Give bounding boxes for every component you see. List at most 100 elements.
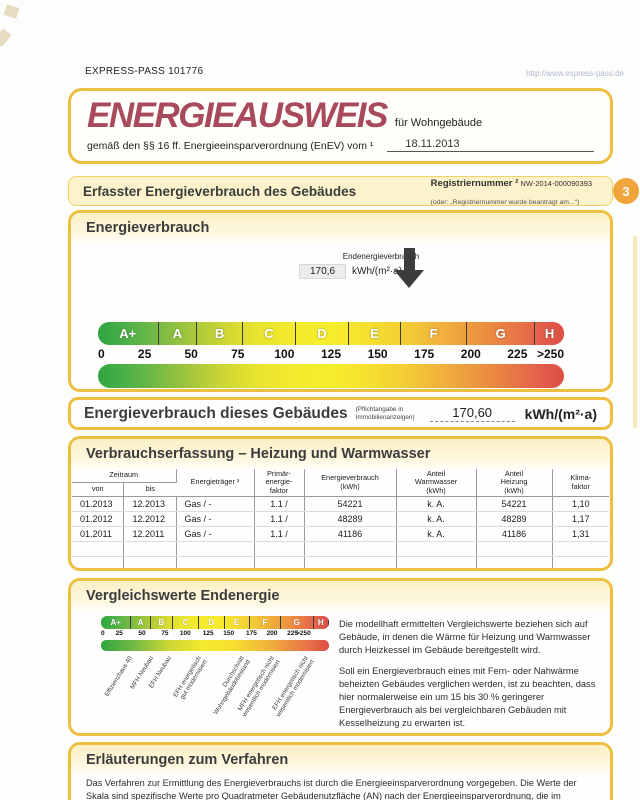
building-value-label: Energieverbrauch dieses Gebäudes bbox=[84, 404, 348, 422]
explanation-box-title: Erläuterungen zum Verfahren bbox=[71, 745, 610, 774]
efficiency-band-bar: A+ A B C D E F G H bbox=[98, 322, 564, 345]
col-header-bis: bis bbox=[123, 482, 176, 498]
registration-block: Registriernummer ² NW-2014-000090393 (od… bbox=[431, 173, 598, 210]
tick-250: >250 bbox=[536, 347, 564, 361]
tick-25: 25 bbox=[137, 347, 152, 361]
mini-band-h: H bbox=[314, 616, 329, 629]
end-energy-label: Endenergieverbrauch bbox=[342, 252, 420, 261]
band-c: C bbox=[243, 322, 296, 345]
mini-band-d: D bbox=[199, 616, 225, 629]
col-header-primaerfaktor: Primär- energie- faktor bbox=[254, 469, 305, 498]
mini-tick: 150 bbox=[223, 630, 235, 637]
tick-175: 175 bbox=[414, 347, 435, 361]
band-e: E bbox=[349, 322, 402, 345]
consumption-table: Zeitraum Energieträger ³ Primär- energie… bbox=[71, 469, 609, 568]
mini-band-a-plus: A+ bbox=[101, 616, 132, 629]
comparison-paragraph-2: Soll ein Energieverbrauch eines mit Fern… bbox=[339, 666, 596, 728]
col-header-energieverbrauch: Energieverbrauch (kWh) bbox=[304, 469, 397, 498]
band-f: F bbox=[401, 322, 468, 345]
end-energy-number: 170,6 bbox=[299, 264, 347, 279]
band-a-plus: A+ bbox=[98, 322, 159, 345]
primary-energy-marker-arrow bbox=[422, 389, 452, 392]
band-a: A bbox=[159, 322, 198, 345]
col-header-zeitraum: Zeitraum bbox=[71, 469, 177, 483]
regulation-reference: gemäß den §§ 16 ff. Energieeinsparverord… bbox=[87, 140, 374, 152]
document-id: EXPRESS-PASS 101776 bbox=[85, 66, 204, 77]
end-energy-unit: kWh/(m²·a) bbox=[352, 266, 403, 277]
comparison-tick-row: 0 25 50 75 100 125 150 175 200 225 >250 bbox=[101, 630, 329, 639]
comparison-gradient-bar bbox=[101, 640, 329, 651]
table-empty-row bbox=[71, 541, 609, 558]
explanation-text: Das Verfahren zur Ermittlung des Energie… bbox=[86, 778, 577, 800]
mini-band-c: C bbox=[173, 616, 199, 629]
band-g: G bbox=[467, 322, 536, 345]
col-header-warmwasser: Anteil Warmwasser (kWh) bbox=[396, 469, 477, 498]
col-header-energietraeger: Energieträger ³ bbox=[176, 469, 255, 498]
end-energy-value: 170,6 kWh/(m²·a) bbox=[299, 264, 402, 279]
page-number-badge: 3 bbox=[613, 178, 639, 204]
tick-50: 50 bbox=[184, 347, 198, 361]
comparison-reference-labels: Effizienzhaus 40 MFH Neubau EFH Neubau E… bbox=[101, 651, 329, 729]
band-b: B bbox=[197, 322, 243, 345]
mini-band-e: E bbox=[225, 616, 250, 629]
gradient-bar bbox=[98, 364, 564, 388]
table-empty-row bbox=[71, 556, 609, 568]
tick-200: 200 bbox=[460, 347, 481, 361]
comparison-explanation: Die modellhaft ermittelten Vergleichswer… bbox=[339, 618, 597, 733]
mini-tick: 225 bbox=[287, 630, 298, 637]
building-value-unit: kWh/(m²·a) bbox=[524, 405, 597, 422]
mini-tick: 100 bbox=[179, 630, 191, 637]
mandatory-note: (Pflichtangabe in Immobilienanzeigen) bbox=[355, 405, 415, 421]
band-h: H bbox=[544, 326, 555, 341]
mini-band-b: B bbox=[151, 616, 174, 629]
col-header-heizung: Anteil Heizung (kWh) bbox=[476, 469, 553, 498]
mini-tick: 25 bbox=[115, 630, 123, 637]
scan-artifact bbox=[0, 28, 12, 47]
tick-125: 125 bbox=[320, 347, 342, 361]
table-row: 01.2012 12.2012 Gas / - 1.1 / 48289 k. A… bbox=[71, 511, 609, 528]
mini-tick: >250 bbox=[296, 630, 311, 637]
comparison-scale: A+ A B C D E F G H 0 25 50 75 100 125 bbox=[101, 616, 329, 729]
building-value-strip: Energieverbrauch dieses Gebäudes (Pflich… bbox=[68, 397, 613, 430]
mini-tick: 175 bbox=[246, 630, 257, 637]
mini-tick: 200 bbox=[266, 630, 278, 637]
table-row: 01.2013 12.2013 Gas / - 1.1 / 54221 k. A… bbox=[71, 496, 609, 513]
col-header-klimafaktor: Klima- faktor bbox=[552, 469, 609, 498]
certificate-title: ENERGIEAUSWEIS bbox=[87, 96, 388, 135]
end-energy-marker-arrow bbox=[394, 248, 424, 288]
certificate-subtitle: für Wohngebäude bbox=[394, 117, 483, 129]
table-row: 01.2011 12.2011 Gas / - 1.1 / 41186 k. A… bbox=[71, 526, 609, 543]
tick-150: 150 bbox=[367, 347, 388, 361]
procedure-explanation-box: Erläuterungen zum Verfahren Das Verfahre… bbox=[68, 742, 613, 800]
consumption-table-box: Verbrauchserfassung – Heizung und Warmwa… bbox=[68, 436, 613, 571]
comparison-box: Vergleichswerte Endenergie A+ A B C D E … bbox=[68, 578, 613, 736]
building-value-number: 170,60 bbox=[429, 405, 515, 422]
comparison-box-title: Vergleichswerte Endenergie bbox=[71, 581, 610, 610]
energy-scale-chart: Endenergieverbrauch 170,6 kWh/(m²·a) A+ … bbox=[71, 242, 610, 392]
tick-0: 0 bbox=[98, 347, 105, 361]
scale-tick-row: 0 25 50 75 100 125 150 175 200 225 >250 bbox=[98, 347, 564, 362]
registration-label: Registriernummer ² bbox=[430, 177, 519, 189]
scan-edge-stripe bbox=[633, 236, 637, 428]
mini-band-g: G bbox=[281, 616, 314, 629]
table-box-title: Verbrauchserfassung – Heizung und Warmwa… bbox=[71, 439, 610, 468]
section-header-strip: Erfasster Energieverbrauch des Gebäudes … bbox=[68, 176, 613, 206]
website-url: http://www.express-pass.de bbox=[526, 69, 624, 78]
mini-band-f: F bbox=[250, 616, 282, 629]
comparison-band-bar: A+ A B C D E F G H bbox=[101, 616, 329, 629]
regulation-date: 18.11.2013 bbox=[387, 138, 594, 152]
scan-artifact bbox=[3, 4, 20, 19]
mini-tick: 50 bbox=[138, 630, 146, 637]
col-header-von: von bbox=[71, 482, 125, 498]
energy-consumption-box: Energieverbrauch Endenergieverbrauch 170… bbox=[68, 210, 613, 392]
registration-number: NW-2014-000090393 bbox=[520, 178, 592, 188]
mini-tick: 0 bbox=[101, 630, 105, 637]
band-d: D bbox=[296, 322, 349, 345]
registration-note: (oder: „Registriernummer wurde beantragt… bbox=[430, 199, 580, 206]
tick-225: 225 bbox=[507, 347, 528, 361]
mini-tick: 75 bbox=[161, 630, 169, 637]
mini-tick: 125 bbox=[202, 630, 214, 637]
tick-100: 100 bbox=[274, 347, 295, 361]
consumption-box-title: Energieverbrauch bbox=[71, 213, 610, 242]
